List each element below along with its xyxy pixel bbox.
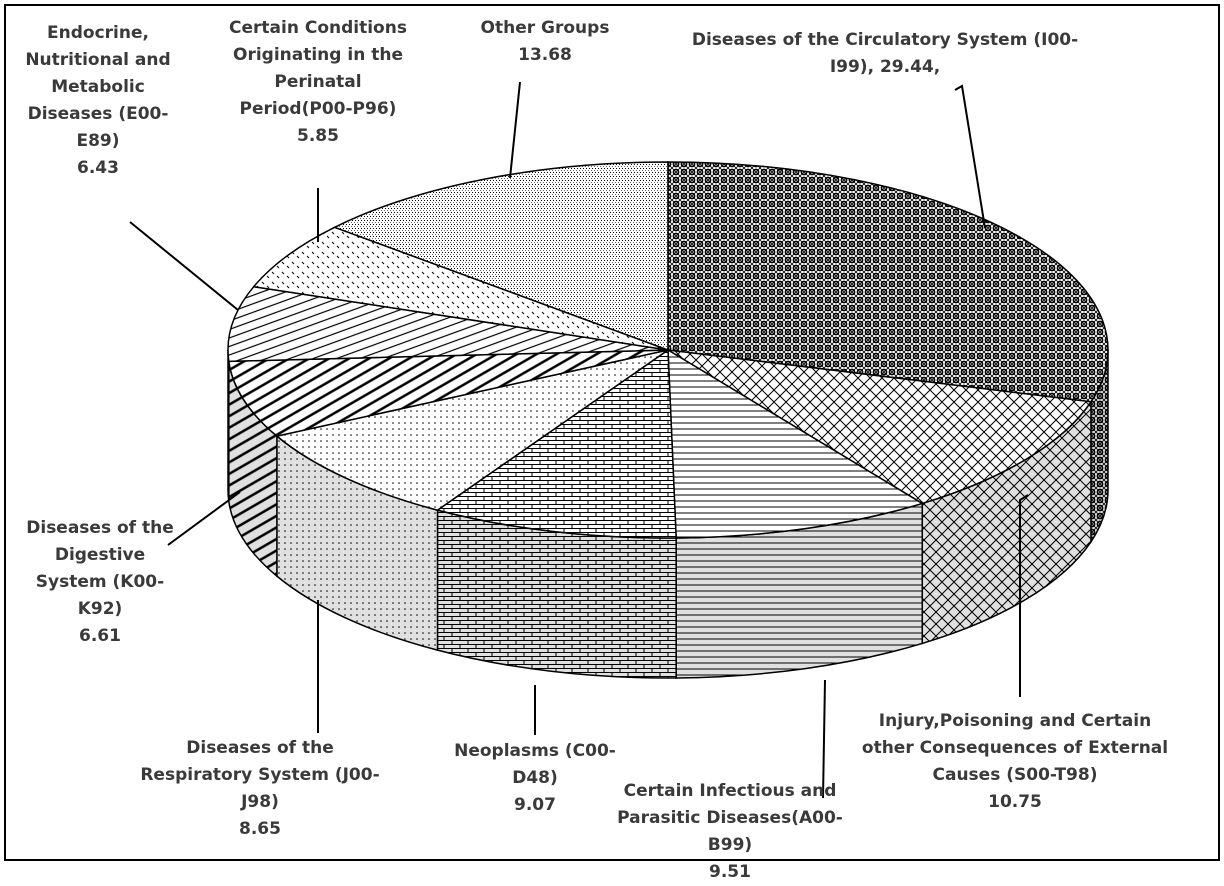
- value-label: 6.61: [79, 626, 121, 646]
- pie-slice: [275, 349, 669, 511]
- slice-label: Endocrine, Nutritional and Metabolic Dis…: [18, 20, 178, 182]
- slice-label: Diseases of the Circulatory System (I00-…: [680, 27, 1090, 81]
- category-name: Certain Infectious and Parasitic Disease…: [617, 781, 843, 855]
- chart-frame: [4, 4, 1220, 861]
- slice-label: Injury,Poisoning and Certain other Conse…: [850, 708, 1180, 816]
- category-name: Diseases of the Respiratory System (J00-…: [140, 738, 380, 812]
- value-label: 9.07: [514, 795, 556, 815]
- pie-slice: [227, 349, 669, 437]
- pie-slice: [667, 161, 1109, 403]
- pie-slice: [252, 226, 669, 351]
- pie-slice: [667, 349, 1093, 505]
- pie-slice: [435, 348, 677, 539]
- value-label: 29.44,: [879, 57, 941, 77]
- leader-line: [167, 491, 241, 546]
- value-label: 13.68: [518, 45, 572, 65]
- leader-line: [1019, 494, 1029, 697]
- value-label: 10.75: [988, 792, 1042, 812]
- category-name: Diseases of the Digestive System (K00-K9…: [26, 518, 174, 619]
- pie-slice: [227, 285, 669, 363]
- category-name: Diseases of the Circulatory System (I00-…: [691, 30, 1079, 77]
- slice-label: Certain Infectious and Parasitic Disease…: [612, 778, 848, 886]
- slice-label: Other Groups 13.68: [455, 15, 635, 69]
- pie-slice: [667, 348, 925, 539]
- pie-slice-side-shade: [922, 401, 1091, 644]
- category-name: Certain Conditions Originating in the Pe…: [229, 18, 407, 119]
- value-label: 8.65: [239, 819, 281, 839]
- value-label: 9.51: [709, 862, 751, 882]
- slice-label: Neoplasms (C00-D48) 9.07: [445, 738, 625, 819]
- pie-slice-side-shade: [437, 510, 677, 678]
- category-name: Endocrine, Nutritional and Metabolic Dis…: [25, 23, 171, 151]
- pie-slice-side-shade: [1090, 350, 1108, 542]
- pie-slice-side-shade: [228, 361, 277, 577]
- leader-line: [822, 679, 826, 799]
- chart: [129, 81, 1109, 799]
- pie-slice: [332, 161, 669, 352]
- slice-label: Diseases of the Respiratory System (J00-…: [138, 735, 382, 843]
- value-label: 5.85: [297, 126, 339, 146]
- slice-label: Certain Conditions Originating in the Pe…: [218, 15, 418, 150]
- leader-line: [129, 221, 239, 311]
- pie-slice-side-shade: [228, 350, 229, 502]
- category-name: Injury,Poisoning and Certain other Conse…: [861, 711, 1169, 785]
- category-name: Neoplasms (C00-D48): [454, 741, 616, 788]
- leader-line: [509, 81, 521, 179]
- pie-slice-side-shade: [276, 436, 438, 651]
- leader-line: [954, 84, 986, 229]
- pie-slice-side-shade: [676, 503, 923, 678]
- slice-label: Diseases of the Digestive System (K00-K9…: [25, 515, 175, 650]
- value-label: 6.43: [77, 158, 119, 178]
- category-name: Other Groups: [480, 18, 610, 38]
